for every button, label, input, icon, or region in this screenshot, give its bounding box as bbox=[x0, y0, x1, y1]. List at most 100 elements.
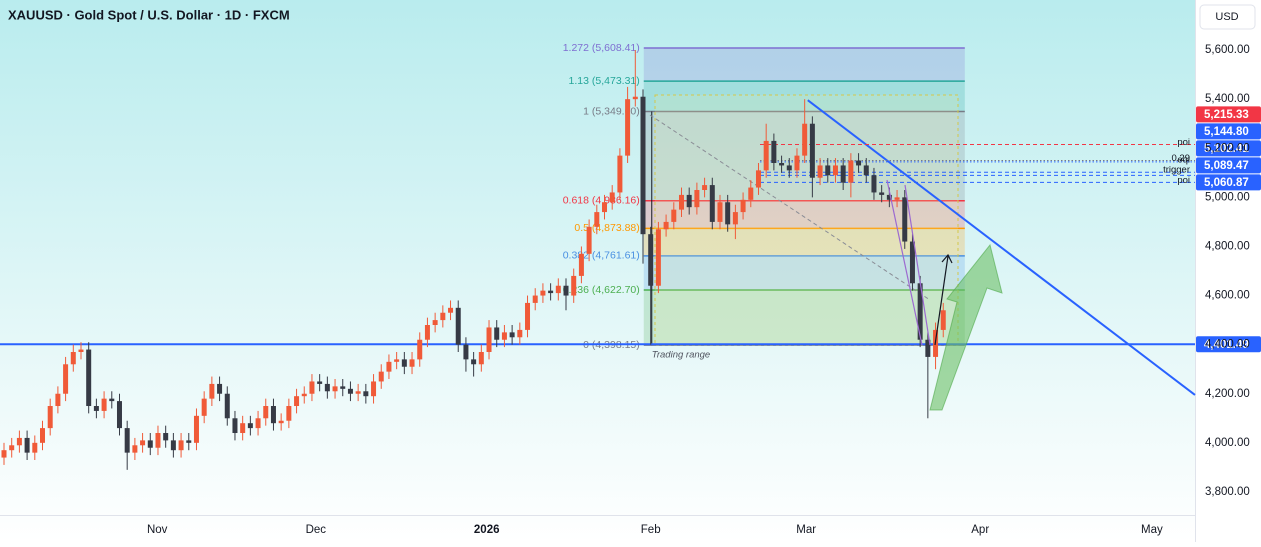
candle-body bbox=[486, 327, 492, 353]
candle-body bbox=[771, 140, 777, 163]
candle-body bbox=[748, 187, 754, 200]
candle-body bbox=[594, 212, 600, 227]
candle-body bbox=[224, 393, 230, 419]
candle-body bbox=[525, 302, 531, 330]
candle-body bbox=[70, 352, 76, 365]
price-tag-label: 5,060.87 bbox=[1204, 177, 1249, 189]
candle-body bbox=[832, 165, 838, 176]
fib-label: 0.236 (4,622.70) bbox=[563, 284, 640, 296]
level-label: 0.29 bbox=[1172, 153, 1191, 164]
candle-body bbox=[779, 162, 785, 166]
candle-body bbox=[116, 401, 122, 429]
price-tag bbox=[1196, 106, 1261, 123]
fib-label: 0.618 (4,986.16) bbox=[563, 195, 640, 207]
candle-body bbox=[47, 406, 53, 429]
currency-label[interactable]: USD bbox=[1215, 11, 1238, 23]
candle-body bbox=[347, 388, 353, 394]
candle-body bbox=[517, 329, 523, 338]
candle-body bbox=[255, 418, 261, 429]
fib-band bbox=[643, 48, 965, 82]
candle-body bbox=[132, 445, 138, 453]
candle-body bbox=[317, 381, 323, 384]
candle-body bbox=[740, 199, 746, 213]
candle-body bbox=[848, 160, 854, 183]
candle-body bbox=[147, 440, 153, 448]
candle-body bbox=[286, 406, 292, 421]
path-arrow-head bbox=[941, 253, 953, 264]
price-tag-label: 5,102.41 bbox=[1204, 143, 1249, 155]
x-tick-label: May bbox=[1141, 524, 1163, 536]
price-tag bbox=[1196, 157, 1261, 174]
candle-body bbox=[39, 428, 45, 443]
y-tick-label: 5,600.00 bbox=[1205, 44, 1250, 56]
candle-body bbox=[355, 391, 361, 394]
level-label: poi bbox=[1177, 137, 1190, 148]
fib-label: 1.272 (5,608.41) bbox=[563, 42, 640, 54]
candle-body bbox=[455, 307, 461, 345]
price-tag-label: 4,401.49 bbox=[1204, 339, 1249, 351]
candle-body bbox=[340, 386, 346, 389]
candle-body bbox=[263, 406, 269, 419]
candle-body bbox=[702, 185, 708, 190]
x-tick-label: Apr bbox=[971, 524, 989, 536]
candle-body bbox=[902, 197, 908, 242]
candle-body bbox=[732, 212, 738, 225]
candle-body bbox=[509, 332, 515, 338]
candle-body bbox=[209, 383, 215, 399]
price-tag bbox=[1196, 336, 1261, 353]
candle-body bbox=[617, 155, 623, 193]
candle-body bbox=[24, 437, 30, 453]
level-label: poi bbox=[1177, 175, 1190, 186]
projection-line bbox=[904, 184, 931, 346]
y-tick-label: 3,800.00 bbox=[1205, 486, 1250, 498]
candle-body bbox=[917, 283, 923, 340]
candle-body bbox=[501, 332, 507, 340]
candle-body bbox=[586, 226, 592, 254]
x-tick-label: Feb bbox=[641, 524, 661, 536]
candle-body bbox=[16, 437, 22, 446]
candle-body bbox=[817, 165, 823, 178]
candle-body bbox=[494, 327, 500, 340]
candle-body bbox=[378, 371, 384, 382]
candle-body bbox=[201, 398, 207, 416]
candle-body bbox=[663, 221, 669, 230]
candle-body bbox=[648, 234, 654, 286]
candle-body bbox=[478, 352, 484, 365]
candle-body bbox=[879, 192, 885, 195]
bullish-arrow bbox=[929, 243, 1003, 411]
y-tick-label: 4,600.00 bbox=[1205, 290, 1250, 302]
range-note: Trading range bbox=[652, 350, 710, 361]
candle-body bbox=[394, 359, 400, 362]
candle-body bbox=[755, 170, 761, 188]
y-tick-label: 4,200.00 bbox=[1205, 388, 1250, 400]
candle-body bbox=[93, 406, 99, 411]
candle-body bbox=[809, 123, 815, 178]
candle-body bbox=[9, 445, 15, 451]
candle-body bbox=[925, 339, 931, 357]
price-tags: 5,060.87 5,089.47 5,102.41 5,144.80 5,215.33… bbox=[1196, 106, 1261, 353]
candle-body bbox=[640, 96, 646, 235]
candle-body bbox=[625, 99, 631, 156]
candle-body bbox=[717, 202, 723, 222]
projection-line bbox=[886, 179, 923, 346]
candle-body bbox=[401, 359, 407, 367]
candle-body bbox=[863, 165, 869, 176]
candle-body bbox=[101, 398, 107, 411]
currency-button[interactable] bbox=[1199, 4, 1256, 30]
candle-body bbox=[440, 312, 446, 321]
candle-body bbox=[178, 440, 184, 451]
price-tag bbox=[1196, 174, 1261, 191]
candle-body bbox=[432, 320, 438, 326]
candle-body bbox=[186, 440, 192, 443]
candle-body bbox=[555, 285, 561, 294]
x-tick-label: Mar bbox=[796, 524, 816, 536]
price-tag-label: 5,144.80 bbox=[1204, 126, 1249, 138]
candle-body bbox=[671, 209, 677, 222]
candle-body bbox=[386, 361, 392, 372]
candle-body bbox=[140, 440, 146, 446]
fib-label: 1 (5,349.60) bbox=[583, 105, 640, 117]
candle-body bbox=[417, 339, 423, 360]
y-tick-label: 4,800.00 bbox=[1205, 240, 1250, 252]
x-tick-label: 2026 bbox=[474, 524, 500, 536]
